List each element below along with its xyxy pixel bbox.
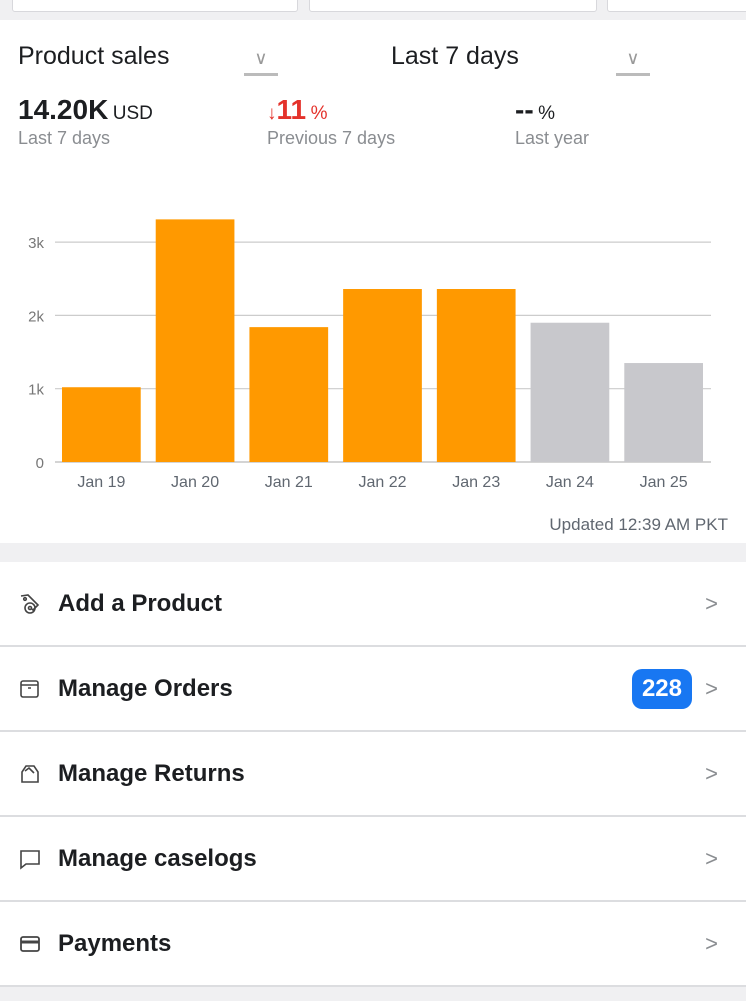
chevron-right-icon: > (705, 845, 718, 871)
chevron-down-icon[interactable]: ∨ (244, 48, 278, 76)
metric-unit: % (310, 103, 328, 124)
menu-item-add-product[interactable]: Add a Product > (0, 562, 746, 647)
bar[interactable] (155, 219, 235, 462)
menu-item-payments[interactable]: Payments > (0, 902, 746, 987)
credit-card-icon (18, 932, 42, 956)
metric-value: 11 (276, 94, 307, 125)
y-tick-label: 0 (36, 455, 44, 472)
menu-item-label: Add a Product (58, 589, 223, 617)
sales-bar-chart: 0 1k 2k 3k Jan 19 Jan 20 Jan 21 Jan 22 Jan 23 Jan… (28, 219, 711, 491)
y-tick-label: 3k (28, 235, 44, 252)
chat-bubble-icon (18, 847, 42, 871)
chevron-right-icon: > (705, 930, 718, 956)
tag-icon (18, 592, 42, 616)
bar[interactable] (62, 387, 141, 462)
menu-item-label: Manage Returns (58, 759, 245, 787)
chevron-right-icon: > (705, 760, 718, 786)
sales-panel: Product sales ∨ Last 7 days ∨ 14.20K USD… (0, 20, 746, 543)
metric-value: 14.20K (18, 94, 109, 125)
arrow-down-icon: ↓ (267, 103, 277, 124)
return-box-icon (18, 762, 42, 786)
x-tick-label: Jan 25 (640, 474, 688, 491)
menu-item-label: Manage caselogs (58, 844, 257, 872)
period-select[interactable]: Last 7 days (391, 42, 519, 70)
metric-label: Previous 7 days (267, 128, 396, 148)
bar[interactable] (436, 289, 516, 462)
menu-item-manage-orders[interactable]: Manage Orders 228 > (0, 647, 746, 732)
metric-unit: % (538, 103, 556, 124)
y-tick-label: 1k (28, 382, 44, 399)
metric-label: Last year (515, 128, 590, 148)
x-tick-label: Jan 23 (452, 474, 500, 491)
updated-timestamp: Updated 12:39 AM PKT (549, 515, 728, 534)
top-card[interactable] (12, 0, 298, 12)
top-card[interactable] (309, 0, 597, 12)
bar[interactable] (249, 327, 329, 462)
y-tick-label: 2k (28, 308, 44, 325)
orders-count-badge: 228 (631, 668, 692, 709)
metric-last-year: -- % Last year (515, 94, 589, 149)
chevron-down-icon[interactable]: ∨ (616, 48, 650, 76)
menu-item-label: Manage Orders (58, 674, 233, 702)
metric-unit: USD (112, 103, 153, 124)
metric-total: 14.20K USD Last 7 days (18, 94, 153, 149)
menu-item-label: Payments (58, 929, 172, 957)
bar[interactable] (530, 322, 610, 462)
metric-value: -- (515, 94, 534, 125)
x-tick-label: Jan 19 (77, 474, 125, 491)
menu-list: Add a Product > Manage Orders 228 > Mana… (0, 562, 746, 987)
metric-select[interactable]: Product sales (18, 42, 170, 70)
menu-item-manage-caselogs[interactable]: Manage caselogs > (0, 817, 746, 902)
bar[interactable] (624, 363, 703, 462)
x-tick-label: Jan 24 (546, 474, 594, 491)
bar[interactable] (343, 289, 422, 462)
metric-previous: ↓11 % Previous 7 days (267, 94, 395, 149)
chevron-right-icon: > (705, 675, 718, 701)
box-icon (18, 677, 42, 701)
x-tick-label: Jan 22 (358, 474, 406, 491)
top-cards (0, 0, 746, 20)
metric-label: Last 7 days (18, 128, 111, 148)
menu-item-manage-returns[interactable]: Manage Returns > (0, 732, 746, 817)
chevron-right-icon: > (705, 590, 718, 616)
x-tick-label: Jan 20 (171, 474, 219, 491)
top-card[interactable] (607, 0, 746, 12)
x-tick-label: Jan 21 (265, 474, 313, 491)
